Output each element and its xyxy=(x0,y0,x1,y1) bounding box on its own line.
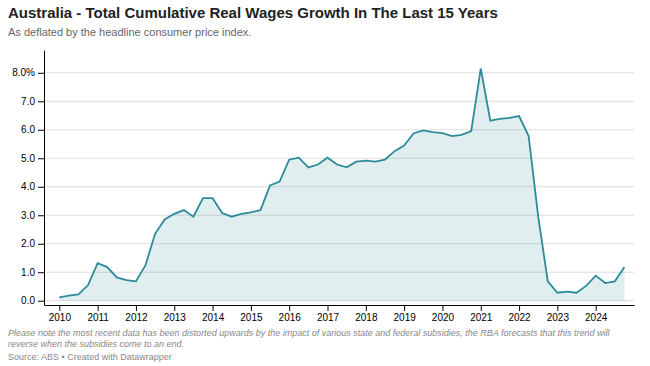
y-tick: 7.0 xyxy=(21,96,44,107)
y-tick-label: 5.0 xyxy=(21,153,35,164)
x-tick-label: 2019 xyxy=(394,312,417,323)
x-tick-label: 2017 xyxy=(317,312,340,323)
x-tick-label: 2024 xyxy=(585,312,608,323)
x-axis-line xyxy=(45,305,635,306)
x-tick-mark xyxy=(404,305,405,311)
x-tick-label: 2021 xyxy=(470,312,493,323)
x-tick: 2021 xyxy=(470,305,493,323)
x-tick-label: 2022 xyxy=(508,312,531,323)
x-tick-mark xyxy=(596,305,597,311)
y-axis-line xyxy=(44,51,45,306)
plot: 2010 2011 2012 2013 2014 2015 2016 2017 2018 2019… xyxy=(12,51,634,324)
y-tick: 0.0 xyxy=(21,295,44,306)
x-tick: 2022 xyxy=(508,305,531,323)
x-tick-label: 2018 xyxy=(355,312,378,323)
x-tick-mark xyxy=(251,305,252,311)
source: Source: ABS • Created with Datawrapper xyxy=(8,352,172,362)
x-axis: 2010 2011 2012 2013 2014 2015 2016 2017 2018 2019… xyxy=(45,305,635,323)
area xyxy=(59,69,624,301)
x-tick: 2018 xyxy=(355,305,378,323)
x-tick-label: 2011 xyxy=(87,312,109,323)
y-tick-label: 0.0 xyxy=(21,295,35,306)
chart: Australia - Total Cumulative Real Wages … xyxy=(0,0,650,366)
grid-line xyxy=(44,101,634,102)
y-tick-label: 8.0% xyxy=(12,67,35,78)
x-tick-label: 2020 xyxy=(432,312,455,323)
x-tick-mark xyxy=(557,305,558,311)
x-tick-mark xyxy=(442,305,443,311)
y-tick: 2.0 xyxy=(21,238,44,249)
y-tick: 4.0 xyxy=(21,181,44,192)
y-tick-label: 1.0 xyxy=(21,267,35,278)
title: Australia - Total Cumulative Real Wages … xyxy=(8,4,498,21)
x-tick-label: 2014 xyxy=(202,312,225,323)
y-tick-mark xyxy=(38,215,44,216)
line xyxy=(59,69,624,298)
x-tick-label: 2010 xyxy=(49,312,72,323)
grid-line xyxy=(44,129,634,130)
y-tick-mark xyxy=(38,158,44,159)
y-tick: 5.0 xyxy=(21,153,44,164)
y-tick-label: 2.0 xyxy=(21,238,35,249)
x-tick-mark xyxy=(366,305,367,311)
grid-line xyxy=(44,72,634,73)
y-tick: 1.0 xyxy=(21,267,44,278)
x-tick-mark xyxy=(98,305,99,311)
x-tick: 2019 xyxy=(394,305,417,323)
y-tick-label: 7.0 xyxy=(21,96,35,107)
x-tick-mark xyxy=(136,305,137,311)
x-tick-mark xyxy=(289,305,290,311)
x-tick-mark xyxy=(481,305,482,311)
y-tick-mark xyxy=(38,244,44,245)
y-tick-mark xyxy=(38,130,44,131)
x-tick-label: 2016 xyxy=(279,312,302,323)
x-tick-mark xyxy=(174,305,175,311)
x-tick-mark xyxy=(328,305,329,311)
x-tick-label: 2015 xyxy=(240,312,263,323)
footnote-line: Please note the most recent data has bee… xyxy=(8,328,610,338)
x-tick: 2020 xyxy=(432,305,455,323)
subtitle: As deflated by the headline consumer pri… xyxy=(8,26,251,38)
x-tick: 2011 xyxy=(87,305,109,323)
y-tick-mark xyxy=(38,301,44,302)
grid-line xyxy=(44,158,634,159)
y-tick: 8.0% xyxy=(12,67,44,78)
y-tick-label: 3.0 xyxy=(21,210,35,221)
footnote: Please note the most recent data has bee… xyxy=(8,328,610,349)
x-tick: 2012 xyxy=(125,305,148,323)
y-tick-label: 6.0 xyxy=(21,124,35,135)
y-tick-mark xyxy=(38,187,44,188)
x-tick-label: 2012 xyxy=(125,312,148,323)
x-tick: 2016 xyxy=(279,305,302,323)
x-tick: 2015 xyxy=(240,305,263,323)
y-tick: 3.0 xyxy=(21,210,44,221)
x-tick-label: 2023 xyxy=(547,312,570,323)
marks xyxy=(59,69,624,301)
y-tick-mark xyxy=(38,272,44,273)
y-tick-mark xyxy=(38,101,44,102)
footnote-line: reverse when the subsidies come to an en… xyxy=(8,339,184,349)
x-tick-label: 2013 xyxy=(164,312,187,323)
x-tick: 2010 xyxy=(49,305,72,323)
x-tick-mark xyxy=(213,305,214,311)
y-tick-mark xyxy=(38,73,44,74)
x-tick: 2023 xyxy=(547,305,570,323)
y-tick: 6.0 xyxy=(21,124,44,135)
x-tick-mark xyxy=(519,305,520,311)
y-axis: 0.0 1.0 2.0 3.0 4.0 5.0 6.0 7.0 8.0% xyxy=(12,51,44,307)
x-tick: 2014 xyxy=(202,305,225,323)
x-tick: 2024 xyxy=(585,305,608,323)
x-tick: 2013 xyxy=(164,305,187,323)
x-tick: 2017 xyxy=(317,305,340,323)
x-tick-mark xyxy=(59,305,60,311)
y-tick-label: 4.0 xyxy=(21,181,35,192)
